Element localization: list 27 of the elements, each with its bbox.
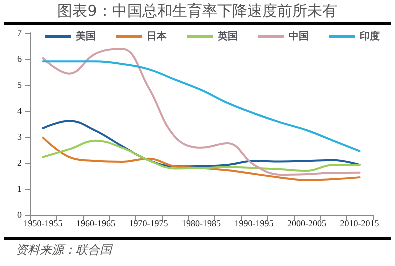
legend-label: 中国 xyxy=(289,30,309,42)
line-series xyxy=(42,136,361,182)
line-series xyxy=(42,120,361,168)
legend-label: 日本 xyxy=(147,30,168,42)
y-tick-label: 5 xyxy=(18,80,22,90)
legend-label: 美国 xyxy=(75,30,96,42)
y-tick-label: 0 xyxy=(18,210,22,220)
text: 资料来源：联合国 xyxy=(16,243,112,257)
x-tick-label: 1960-1965 xyxy=(76,218,116,228)
legend-label: 英国 xyxy=(217,30,238,42)
x-tick-label: 2010-2015 xyxy=(340,218,380,228)
x-tick-label: 1950-1955 xyxy=(24,218,64,228)
x-tick-label: 1970-1975 xyxy=(129,218,169,228)
y-tick-label: 3 xyxy=(18,132,22,142)
x-tick-label: 1990-1995 xyxy=(234,218,274,228)
y-tick-label: 4 xyxy=(18,106,22,116)
line-series xyxy=(42,60,361,152)
x-tick-label: 2000-2005 xyxy=(288,218,328,228)
y-tick-label: 7 xyxy=(18,28,22,38)
y-tick-label: 2 xyxy=(18,158,22,168)
line-series xyxy=(42,140,361,172)
y-tick-label: 1 xyxy=(18,184,22,194)
y-tick-label: 6 xyxy=(18,54,22,64)
x-tick-label: 1980-1985 xyxy=(182,218,222,228)
line-series xyxy=(42,48,361,176)
chart-title: 图表9：中国总和生育率下降速度前所未有 xyxy=(4,0,391,25)
legend-label: 印度 xyxy=(360,30,380,42)
